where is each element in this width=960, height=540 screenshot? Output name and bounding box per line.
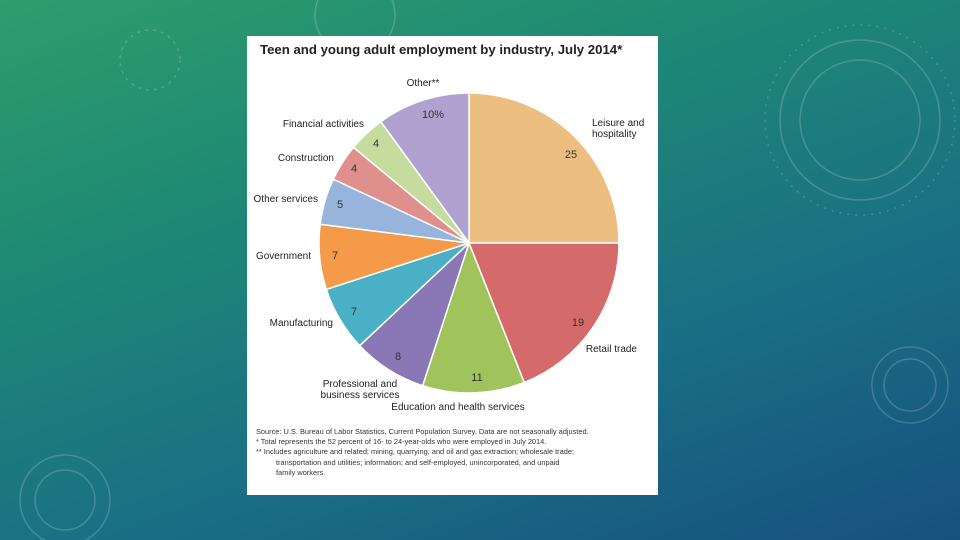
footnote-other: ** Includes agriculture and related; min… [256,447,574,457]
footnote-other-cont2: family workers. [276,467,326,477]
slice-value-8: 4 [373,138,379,150]
slice-label-9: Other** [407,78,440,89]
slice-label-2: Education and health services [391,402,524,413]
pie-chart: 25 Leisure and hospitality 19 Retail trade 11… [254,78,645,413]
slice-label-6: Other services [254,194,318,205]
slice-label-4: Manufacturing [270,318,333,329]
slice-value-3: 8 [395,351,401,363]
slice-label-8: Financial activities [283,119,364,130]
pie-slice-0 [468,92,620,244]
pie-slice-1 [467,242,620,384]
chart-title: Teen and young adult employment by indus… [260,42,623,57]
slice-value-2: 11 [471,372,482,384]
pie-slice-9 [379,92,470,246]
pie-slice-2 [421,240,526,394]
slice-value-4: 7 [351,306,357,318]
slice-label-1: Retail trade [586,344,638,355]
slice-label-3: Professional and business services [321,379,400,401]
slice-label-0: Leisure and hospitality [592,118,644,140]
footnote-other-cont: transportation and utilities; informatio… [276,457,560,467]
chart-card: Teen and young adult employment by indus… [247,36,658,495]
chart-notes: Source: U.S. Bureau of Labor Statistics,… [256,427,652,478]
slice-value-6: 5 [337,199,343,211]
slice-value-7: 4 [351,163,357,175]
slice-label-5: Government [256,251,311,262]
slice-label-7: Construction [278,153,334,164]
slice-value-9: 10% [422,109,444,121]
slice-value-1: 19 [572,317,584,329]
slice-value-5: 7 [332,250,338,262]
footnote-total: * Total represents the 52 percent of 16-… [256,437,547,447]
slice-value-0: 25 [565,149,577,161]
source-note: Source: U.S. Bureau of Labor Statistics,… [256,427,589,436]
